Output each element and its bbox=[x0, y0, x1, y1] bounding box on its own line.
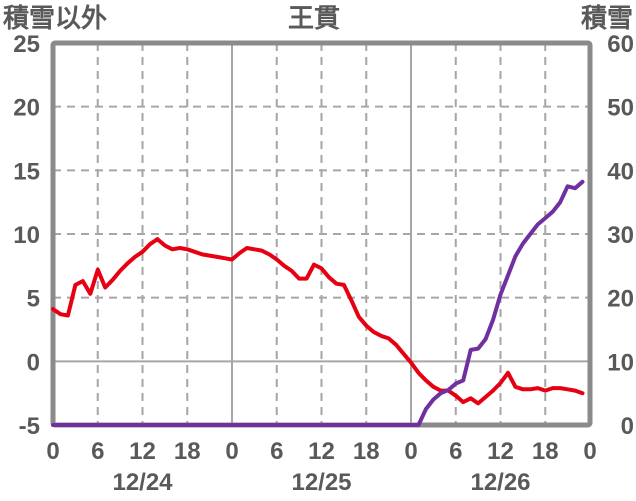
left-axis-tick-label: 10 bbox=[13, 222, 40, 249]
hour-tick-label: 12 bbox=[308, 438, 335, 465]
left-axis-title: 積雪以外 bbox=[3, 3, 107, 33]
right-axis-tick-label: 30 bbox=[607, 222, 634, 249]
hour-tick-label: 6 bbox=[91, 438, 104, 465]
snow-depth-line bbox=[51, 179, 585, 427]
hour-tick-label: 0 bbox=[404, 438, 417, 465]
hour-tick-label: 0 bbox=[46, 438, 59, 465]
left-axis-tick-label: 5 bbox=[27, 286, 40, 313]
right-axis-tick-label: 10 bbox=[607, 349, 634, 376]
hour-tick-label: 12 bbox=[129, 438, 156, 465]
left-axis-tick-label: 20 bbox=[13, 95, 40, 122]
left-axis-tick-label: 0 bbox=[27, 349, 40, 376]
left-axis-tick-label: -5 bbox=[19, 413, 40, 440]
right-axis-tick-label: 40 bbox=[607, 158, 634, 185]
left-axis-tick-label: 15 bbox=[13, 158, 40, 185]
date-label: 12/26 bbox=[470, 469, 530, 496]
right-axis-tick-label: 0 bbox=[621, 413, 634, 440]
hour-tick-label: 18 bbox=[174, 438, 201, 465]
right-axis-tick-label: 50 bbox=[607, 95, 634, 122]
hour-tick-label: 18 bbox=[353, 438, 380, 465]
chart-title: 王貫 bbox=[288, 3, 340, 33]
date-label: 12/25 bbox=[291, 469, 351, 496]
date-label: 12/24 bbox=[112, 469, 173, 496]
hour-tick-label: 0 bbox=[225, 438, 238, 465]
right-axis-tick-label: 20 bbox=[607, 286, 634, 313]
right-axis-title: 積雪 bbox=[581, 3, 633, 33]
left-axis-tick-label: 25 bbox=[13, 31, 40, 58]
hour-tick-label: 6 bbox=[449, 438, 462, 465]
hour-tick-label: 18 bbox=[532, 438, 559, 465]
right-axis-tick-label: 60 bbox=[607, 31, 634, 58]
other-than-snow-line bbox=[51, 237, 585, 406]
hour-tick-label: 6 bbox=[270, 438, 283, 465]
hour-tick-label: 0 bbox=[583, 438, 596, 465]
hour-tick-label: 12 bbox=[487, 438, 514, 465]
